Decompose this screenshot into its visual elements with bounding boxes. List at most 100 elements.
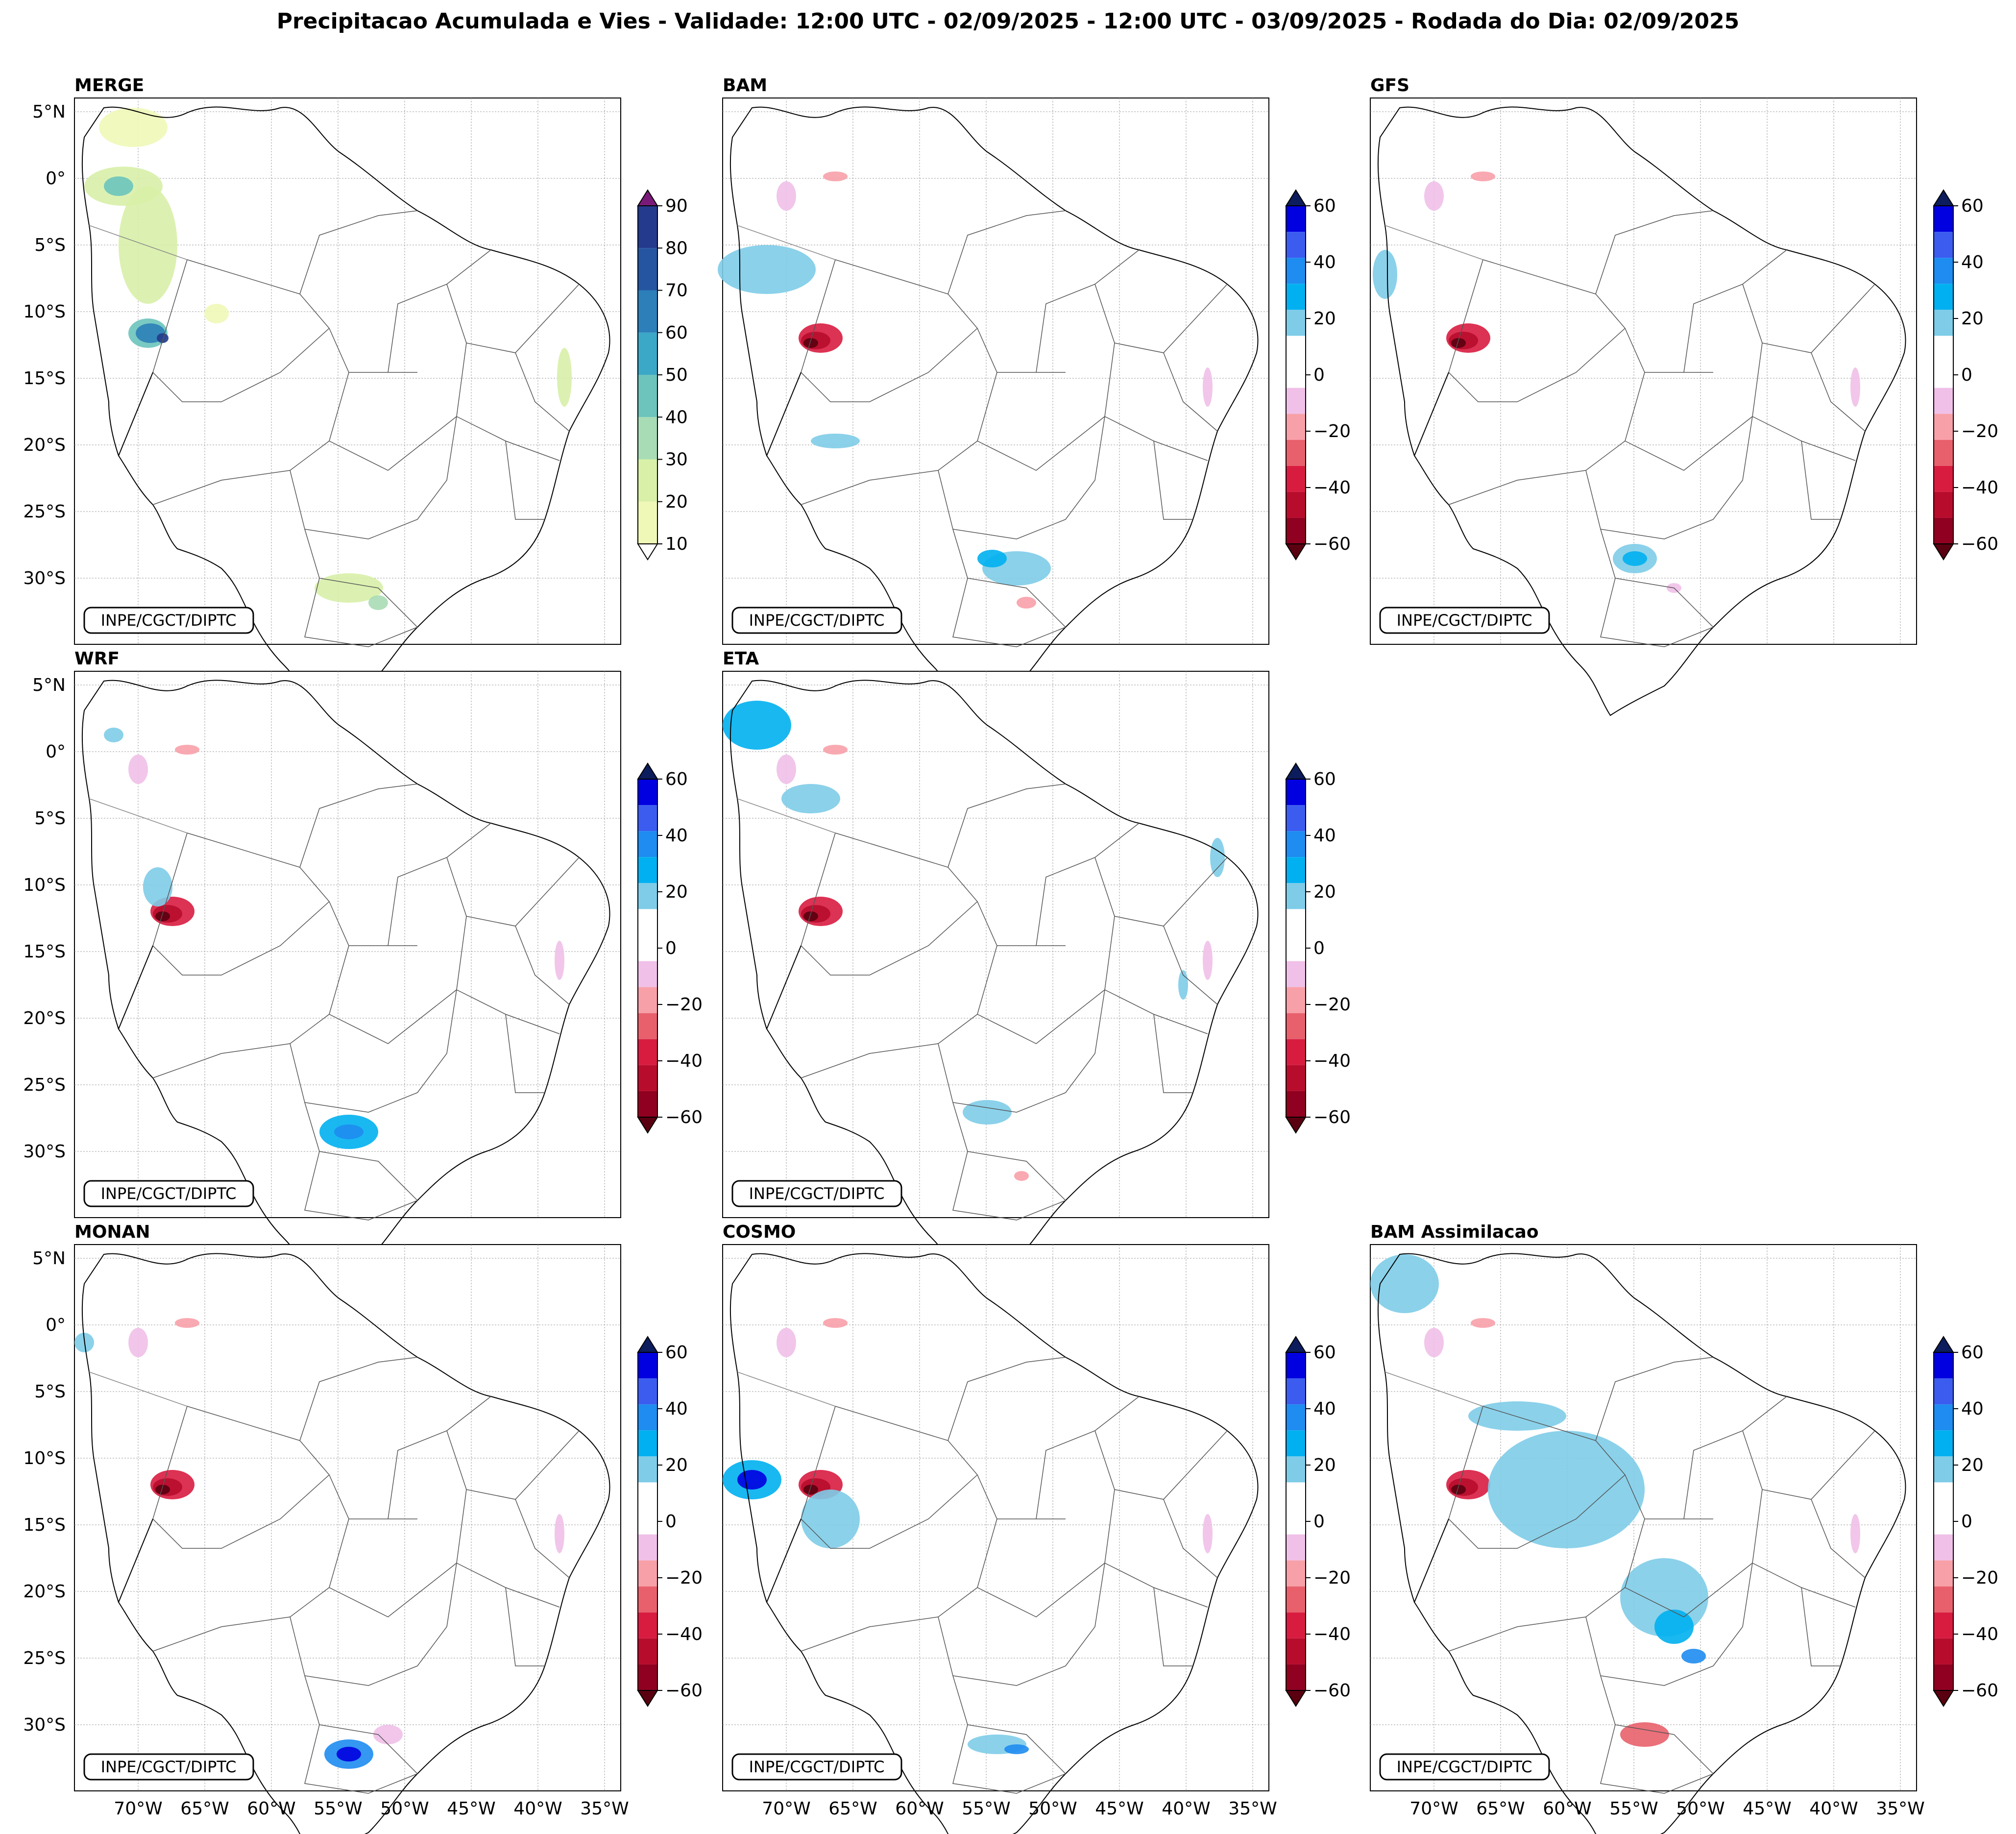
colorbar-tick-label: 60: [1313, 769, 1336, 789]
colorbar-segment: [1934, 517, 1953, 544]
colorbar-extend-bottom: [637, 1690, 658, 1707]
lat-tick-label: 5°N: [32, 1248, 66, 1269]
colorbar-segment: [1934, 414, 1953, 440]
lon-tick-label: 70°W: [1409, 1799, 1458, 1819]
lat-tick-label: 25°S: [23, 502, 66, 522]
colorbar-extend-top: [637, 762, 658, 780]
colorbar-tick-label: 60: [665, 1343, 688, 1363]
field-contour: [781, 784, 840, 813]
lat-tick-label: 15°S: [23, 1515, 66, 1535]
lon-tick-label: 70°W: [762, 1799, 810, 1819]
colorbar-segment: [1286, 831, 1306, 857]
panel-title: COSMO: [723, 1222, 796, 1242]
colorbar-segment: [1934, 1638, 1953, 1664]
colorbar-tick-label: −60: [665, 1107, 703, 1127]
credit-text: INPE/CGCT/DIPTC: [101, 611, 237, 630]
field-contour: [1850, 367, 1860, 407]
colorbar: 60 40 20 0 −20 −40 −60: [1285, 762, 1351, 1134]
colorbar-tick-label: 20: [1961, 1455, 1984, 1475]
colorbar-tick-label: −20: [1313, 421, 1351, 441]
colorbar-tick-label: 20: [665, 492, 688, 512]
colorbar-segment: [1286, 961, 1306, 987]
colorbar-segment: [1286, 1091, 1306, 1117]
colorbar-tick-label: 20: [665, 1455, 688, 1475]
colorbar-tick-label: 60: [1961, 1343, 1984, 1363]
colorbar-segment: [1286, 935, 1306, 961]
colorbar-tick-label: 20: [1313, 1455, 1336, 1475]
colorbar-tick-label: 40: [1313, 1399, 1336, 1419]
colorbar-segment: [638, 779, 657, 806]
lat-tick-label: 5°N: [32, 675, 66, 695]
field-contour: [155, 911, 170, 921]
colorbar-tick-label: 60: [1313, 196, 1336, 216]
colorbar-tick-label: 40: [1961, 1399, 1984, 1419]
map-frame: [722, 1244, 1269, 1791]
colorbar-segment: [1286, 1378, 1306, 1405]
lat-tick-label: 25°S: [23, 1075, 66, 1095]
colorbar-segment: [1286, 465, 1306, 492]
colorbar-tick-label: −40: [1961, 478, 1998, 498]
field-contour: [823, 745, 848, 755]
colorbar-segment: [638, 417, 657, 460]
field-contour: [803, 911, 818, 921]
lon-tick-label: 55°W: [314, 1799, 362, 1819]
colorbar-segment: [1286, 258, 1306, 284]
lon-tick-label: 45°W: [1743, 1799, 1791, 1819]
colorbar-segment: [1934, 284, 1953, 310]
field-contour: [1424, 1328, 1444, 1357]
colorbar-segment: [1286, 1013, 1306, 1039]
colorbar-segment: [1286, 388, 1306, 414]
lon-tick-label: 65°W: [828, 1799, 877, 1819]
colorbar-segment: [638, 1091, 657, 1117]
colorbar-tick-label: −40: [1961, 1624, 1998, 1644]
panel-title: GFS: [1370, 75, 1409, 96]
colorbar-segment: [1286, 336, 1306, 362]
map-panel-wrf: WRF INPE/CGCT/DIPTC 5°N 0° 5°S 10°S 15°S 20°S 25…: [23, 649, 703, 1289]
lon-tick-label: 60°W: [895, 1799, 944, 1819]
lat-tick-label: 5°N: [32, 102, 66, 122]
colorbar-tick-label: −20: [1313, 1568, 1351, 1588]
colorbar-segment: [1934, 336, 1953, 362]
colorbar-tick-label: −20: [1313, 995, 1351, 1015]
colorbar-segment: [638, 501, 657, 544]
colorbar-segment: [1286, 232, 1306, 258]
map-panel-bam_assim: BAM Assimilacao INPE/CGCT/DIPTC 70°W 65°W 60…: [1370, 1222, 1998, 1834]
colorbar-extend-bottom: [1933, 1690, 1954, 1707]
field-contour: [1681, 1649, 1706, 1663]
colorbar-tick-label: 10: [665, 534, 688, 554]
field-contour: [143, 867, 172, 906]
colorbar-segment: [1934, 1404, 1953, 1431]
lat-tick-label: 5°S: [34, 235, 66, 255]
colorbar-segment: [1286, 1586, 1306, 1613]
colorbar-tick-label: 70: [665, 281, 688, 301]
credit-text: INPE/CGCT/DIPTC: [749, 1758, 885, 1776]
colorbar-segment: [1286, 1508, 1306, 1535]
field-contour: [99, 108, 168, 147]
field-contour: [777, 1328, 796, 1357]
colorbar-segment: [1286, 1534, 1306, 1561]
lon-tick-label: 35°W: [580, 1799, 629, 1819]
credit-box: [731, 607, 902, 634]
field-contour: [315, 573, 383, 603]
colorbar-tick-label: −40: [1313, 1624, 1351, 1644]
colorbar-segment: [1286, 1039, 1306, 1065]
colorbar-extend-top: [637, 189, 658, 206]
colorbar-segment: [1286, 206, 1306, 232]
colorbar-tick-label: 0: [1313, 938, 1325, 958]
colorbar-tick-label: 40: [1313, 826, 1336, 846]
colorbar-tick-label: −20: [1961, 1568, 1998, 1588]
colorbar-tick-label: 60: [665, 769, 688, 789]
field-contour: [1471, 171, 1495, 181]
lon-tick-label: 60°W: [247, 1799, 295, 1819]
field-contour: [175, 745, 199, 755]
colorbar-segment: [638, 1404, 657, 1431]
colorbar-segment: [1286, 310, 1306, 336]
panels-layer: MERGE INPE/CGCT/DIPTC 5°N 0° 5°S 10°S 15°S 20°S…: [23, 75, 1998, 1834]
colorbar-tick-label: −60: [1961, 534, 1998, 554]
colorbar-segment: [638, 290, 657, 333]
lat-tick-label: 0°: [46, 169, 66, 189]
colorbar-tick-label: 50: [665, 365, 688, 385]
field-contour: [373, 1725, 403, 1744]
colorbar-tick-label: 40: [665, 407, 688, 427]
